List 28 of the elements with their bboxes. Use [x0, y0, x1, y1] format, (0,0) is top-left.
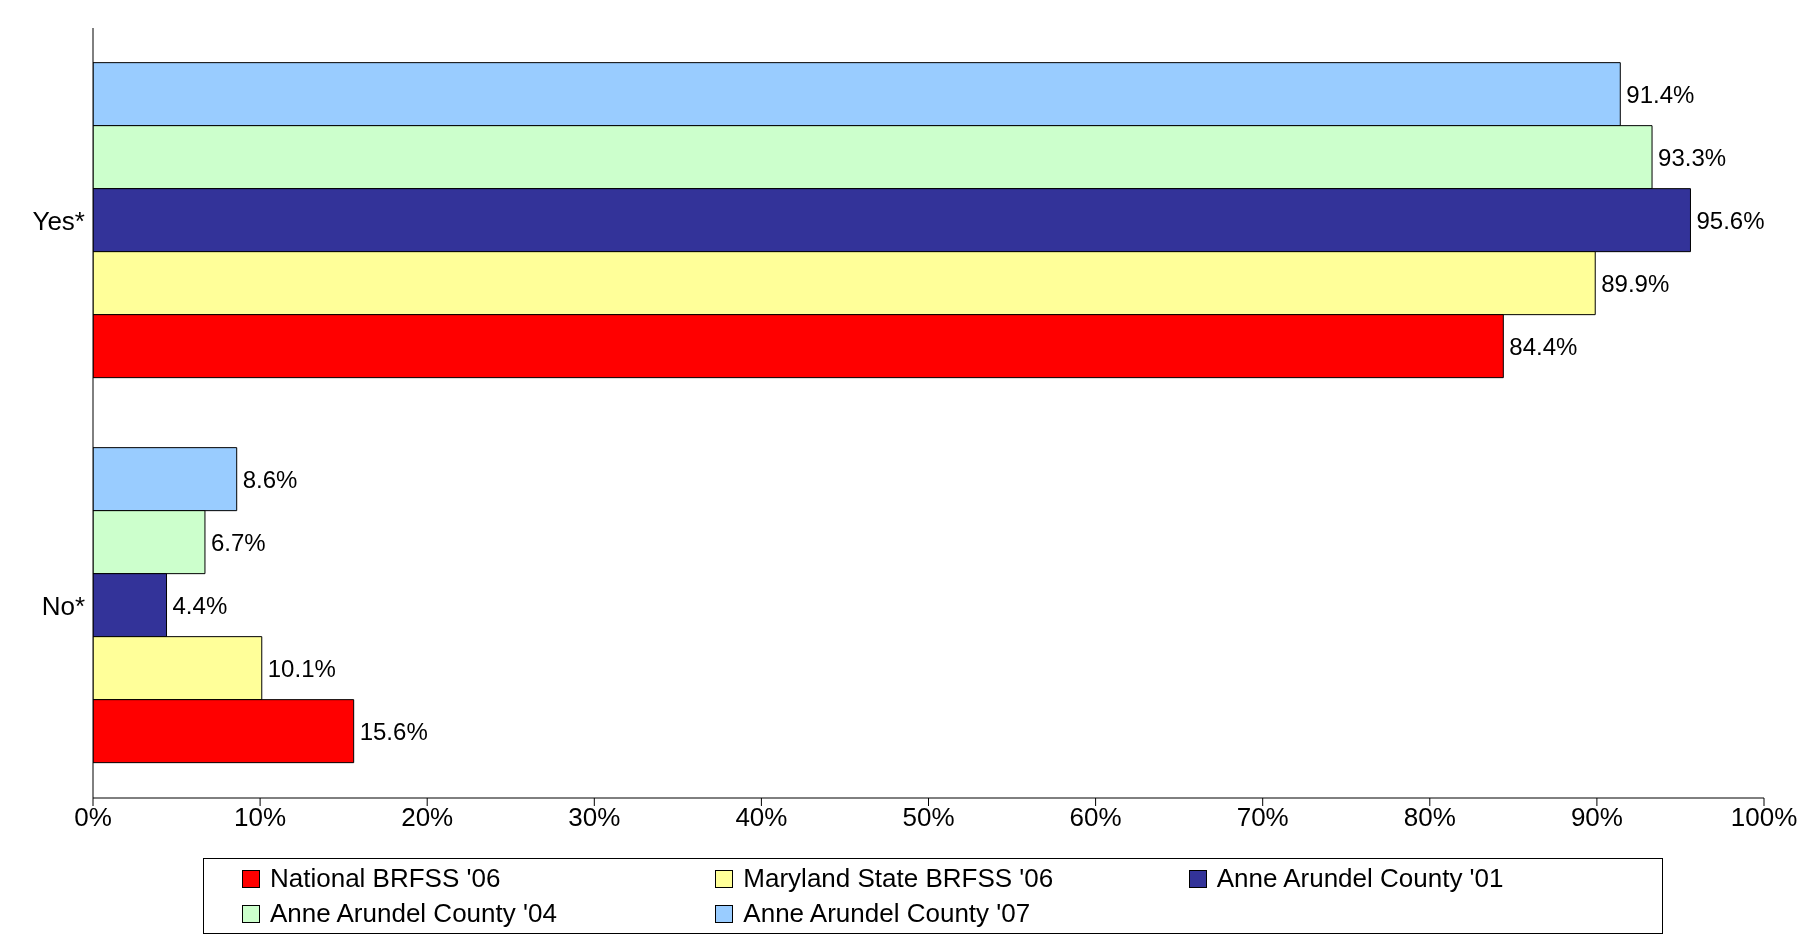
data-label: 6.7% [210, 528, 266, 556]
x-tick-label: 60% [1069, 802, 1122, 833]
legend-label: Anne Arundel County '07 [743, 898, 1031, 929]
x-tick-label: 100% [1730, 802, 1798, 833]
x-tick-label: 0% [74, 802, 112, 833]
data-label: 89.9% [1601, 269, 1670, 297]
y-tick-label: No* [41, 590, 85, 621]
data-label: 91.4% [1626, 80, 1695, 108]
data-label: 93.3% [1658, 143, 1727, 171]
x-tick-label: 90% [1570, 802, 1623, 833]
data-label: 95.6% [1696, 206, 1765, 234]
x-tick-label: 50% [902, 802, 955, 833]
x-tick-label: 80% [1403, 802, 1456, 833]
legend-label: National BRFSS '06 [270, 863, 501, 894]
data-label: 10.1% [267, 654, 336, 682]
x-tick-label: 10% [234, 802, 287, 833]
x-tick-label: 70% [1236, 802, 1289, 833]
x-tick-label: 30% [568, 802, 621, 833]
data-label: 4.4% [172, 591, 228, 619]
legend-label: Anne Arundel County '01 [1216, 863, 1504, 894]
data-label: 8.6% [242, 465, 298, 493]
data-label: 84.4% [1509, 332, 1578, 360]
legend-label: Maryland State BRFSS '06 [743, 863, 1054, 894]
y-tick-label: Yes* [32, 205, 85, 236]
x-tick-label: 20% [401, 802, 454, 833]
data-label: 15.6% [359, 717, 428, 745]
legend-label: Anne Arundel County '04 [270, 898, 557, 929]
x-tick-label: 40% [735, 802, 788, 833]
